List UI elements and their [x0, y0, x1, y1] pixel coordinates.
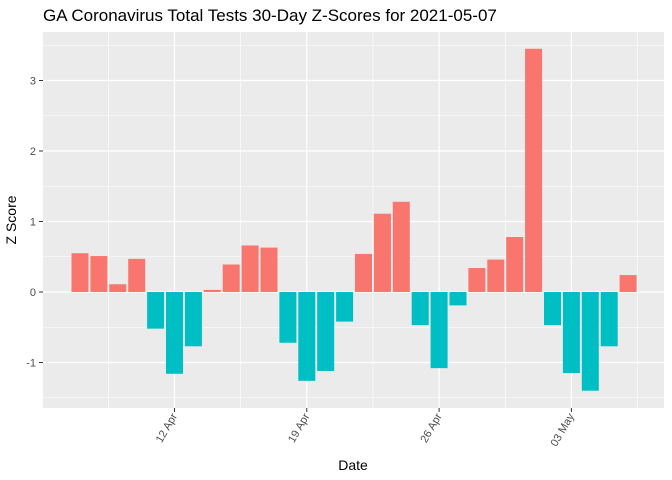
y-axis: -1 0 1 2 3: [26, 76, 43, 370]
bar: [411, 292, 429, 326]
x-tick-label: 26 Apr: [418, 411, 444, 445]
bar: [543, 292, 562, 326]
bar: [581, 292, 599, 391]
x-tick-label: 19 Apr: [286, 411, 312, 445]
y-tick-label: -1: [26, 358, 36, 370]
y-axis-title: Z Score: [3, 195, 19, 244]
y-tick-label: 3: [30, 76, 36, 88]
bar: [449, 292, 467, 306]
bar: [619, 275, 637, 292]
bar: [184, 292, 202, 347]
bar: [487, 259, 505, 292]
bar: [222, 264, 240, 292]
bar: [317, 292, 335, 371]
bar: [562, 292, 580, 374]
y-tick-label: 2: [30, 146, 36, 158]
plot-panel: [43, 32, 664, 408]
bar: [109, 284, 127, 292]
bar: [298, 292, 316, 381]
bar: [354, 253, 373, 292]
bar: [71, 253, 89, 292]
bar: [373, 213, 391, 292]
bars: [71, 48, 637, 391]
chart-title: GA Coronavirus Total Tests 30-Day Z-Scor…: [43, 6, 497, 25]
bar: [203, 289, 221, 292]
bar: [90, 256, 108, 292]
bar: [392, 201, 410, 292]
bar: [336, 292, 354, 322]
bar: [279, 292, 297, 343]
bar: [468, 268, 486, 292]
bar: [241, 245, 259, 292]
bar: [506, 237, 524, 292]
bar: [147, 292, 165, 329]
bar: [165, 292, 184, 374]
x-axis-title: Date: [338, 457, 368, 473]
bar: [260, 247, 278, 292]
y-tick-label: 1: [30, 217, 36, 229]
bar: [128, 258, 146, 292]
bar: [525, 48, 543, 293]
x-axis: 12 Apr 19 Apr 26 Apr 03 May: [154, 408, 577, 449]
bar: [600, 292, 618, 347]
y-tick-label: 0: [30, 287, 36, 299]
bar: [430, 292, 448, 369]
x-tick-label: 12 Apr: [154, 411, 180, 445]
x-tick-label: 03 May: [549, 411, 578, 449]
